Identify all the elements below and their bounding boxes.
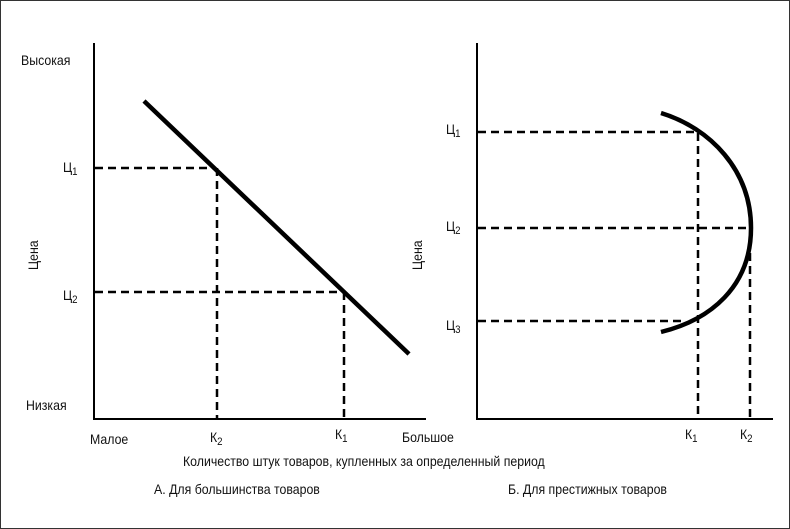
- right-k2-label: К2: [740, 426, 753, 445]
- right-y-axis-title: Цена: [409, 240, 425, 270]
- left-demand-line: [142, 99, 411, 356]
- left-p2-label: Ц2: [63, 287, 78, 306]
- right-p2-label: Ц2: [446, 218, 461, 237]
- left-y-low-label: Низкая: [26, 397, 67, 413]
- left-x-small-label: Малое: [90, 431, 129, 447]
- left-k2-label: К2: [210, 429, 223, 448]
- right-k1-label: К1: [685, 426, 698, 445]
- left-y-axis-title: Цена: [25, 240, 41, 270]
- right-chart-caption: Б. Для престижных товаров: [508, 481, 667, 497]
- right-p3-label: Ц3: [446, 317, 461, 336]
- right-demand-curve: [660, 110, 754, 335]
- left-k1-label: К1: [335, 426, 348, 445]
- left-chart: [93, 43, 426, 420]
- right-p1-label: Ц1: [446, 121, 461, 140]
- left-y-high-label: Высокая: [21, 52, 71, 68]
- x-axis-title: Количество штук товаров, купленных за оп…: [183, 453, 545, 469]
- right-chart: [476, 43, 773, 420]
- left-p1-label: Ц1: [63, 159, 78, 178]
- left-x-large-label: Большое: [402, 429, 454, 445]
- left-chart-caption: А. Для большинства товаров: [154, 481, 320, 497]
